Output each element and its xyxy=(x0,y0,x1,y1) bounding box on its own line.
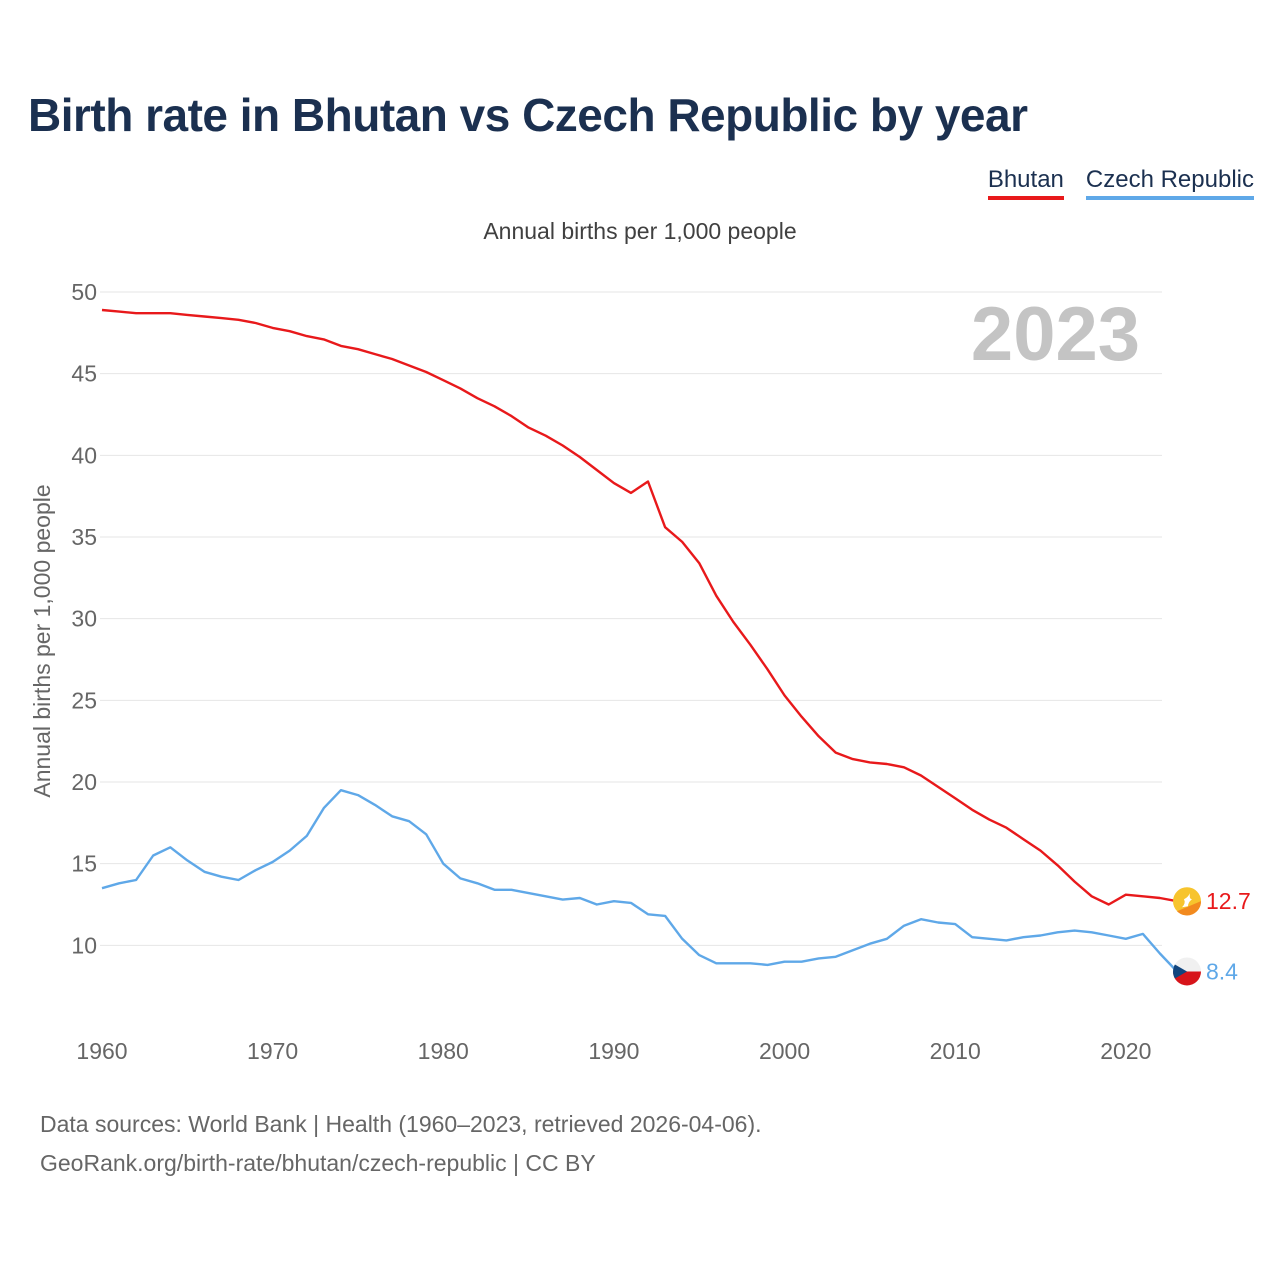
x-tick-label-1970: 1970 xyxy=(247,1038,298,1064)
year-watermark: 2023 xyxy=(971,292,1140,377)
chart-subtitle: Annual births per 1,000 people xyxy=(483,218,797,244)
x-tick-label-2000: 2000 xyxy=(759,1038,810,1064)
y-tick-label-25: 25 xyxy=(71,687,97,713)
series-line-bhutan xyxy=(101,308,1178,906)
x-axis-ticks: 1960 1970 1980 1990 2000 2010 2020 xyxy=(76,1038,1151,1064)
y-axis-label: Annual births per 1,000 people xyxy=(29,484,55,797)
flag-icon-bhutan xyxy=(1173,887,1202,916)
x-tick-label-1960: 1960 xyxy=(76,1038,127,1064)
legend: Bhutan Czech Republic xyxy=(987,166,1254,200)
end-value-label-bhutan: 12.7 xyxy=(1206,888,1251,914)
series-lines xyxy=(101,308,1178,973)
x-tick-label-2020: 2020 xyxy=(1100,1038,1151,1064)
y-tick-label-35: 35 xyxy=(71,524,97,550)
footer: Data sources: World Bank | Health (1960–… xyxy=(40,1105,762,1183)
legend-item-bhutan[interactable]: Bhutan xyxy=(987,166,1064,200)
y-tick-label-10: 10 xyxy=(71,932,97,958)
x-tick-label-2010: 2010 xyxy=(930,1038,981,1064)
chart-title: Birth rate in Bhutan vs Czech Republic b… xyxy=(28,89,1028,141)
y-tick-label-45: 45 xyxy=(71,361,97,387)
end-markers: 12.7 8.4 xyxy=(1173,887,1251,986)
end-value-label-czech-republic: 8.4 xyxy=(1206,958,1238,984)
series-line-czech-republic xyxy=(101,789,1178,973)
y-tick-label-50: 50 xyxy=(71,279,97,305)
y-tick-label-15: 15 xyxy=(71,851,97,877)
y-tick-label-30: 30 xyxy=(71,606,97,632)
x-tick-label-1990: 1990 xyxy=(588,1038,639,1064)
y-tick-label-40: 40 xyxy=(71,442,97,468)
y-tick-label-20: 20 xyxy=(71,769,97,795)
footer-url: GeoRank.org/birth-rate/bhutan/czech-repu… xyxy=(40,1150,596,1176)
legend-item-czech-republic[interactable]: Czech Republic xyxy=(1085,166,1254,200)
grid-lines xyxy=(100,291,1162,946)
y-axis-ticks: 10 15 20 25 30 35 40 45 50 xyxy=(71,279,97,958)
footer-sources: Data sources: World Bank | Health (1960–… xyxy=(40,1111,762,1137)
x-tick-label-1980: 1980 xyxy=(418,1038,469,1064)
flag-icon-czech-republic xyxy=(1173,957,1201,986)
